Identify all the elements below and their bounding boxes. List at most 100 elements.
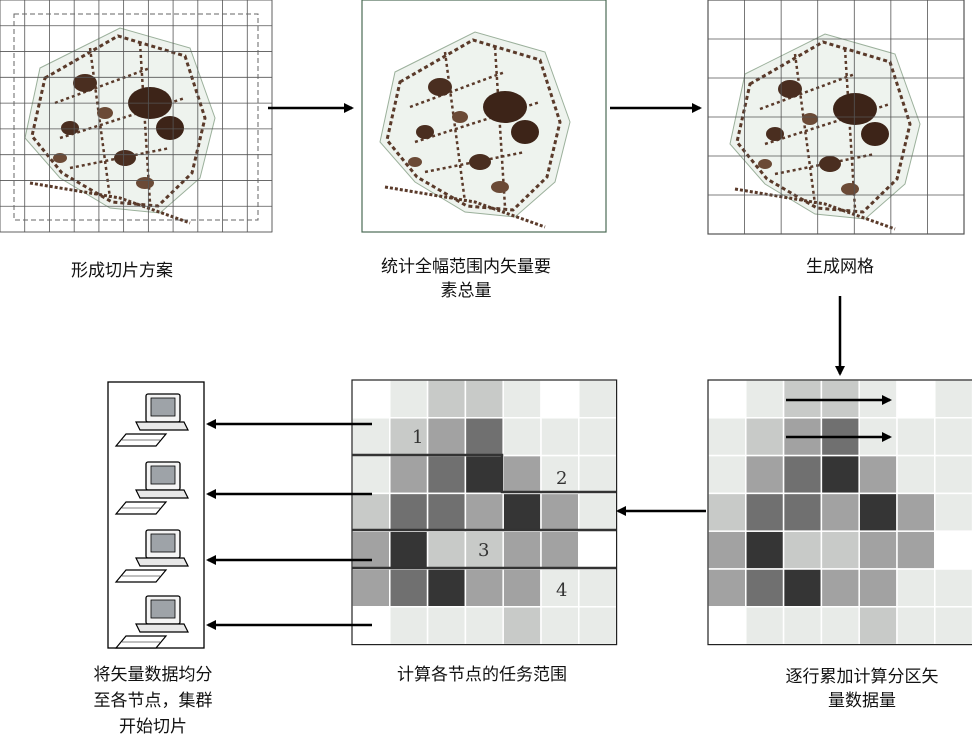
partition-heatmap-cell (540, 379, 580, 419)
accumulate-heatmap-cell (707, 417, 747, 457)
panel-generate-grid (707, 0, 965, 235)
accumulate-heatmap-cell (858, 492, 898, 532)
accumulate-heatmap-cell (896, 606, 936, 646)
partition-heatmap-cell (540, 530, 580, 570)
accumulate-heatmap-cell (896, 492, 936, 532)
partition-heatmap-cell (540, 417, 580, 457)
computer-icon (114, 461, 189, 515)
accumulate-heatmap-cell (934, 454, 972, 495)
partition-heatmap-cell (578, 568, 618, 608)
accumulate-heatmap-cell (782, 568, 823, 608)
accumulate-heatmap-frame (707, 379, 972, 646)
partition-heatmap-cell (502, 530, 542, 570)
accumulate-heatmap-cell (707, 379, 747, 419)
accumulate-heatmap-cell (858, 454, 898, 495)
accumulate-heatmap-cell (820, 454, 860, 495)
computer-icon (114, 393, 189, 447)
caption-node-range: 计算各节点的任务范围 (397, 665, 567, 685)
partition-label-1: 1 (412, 427, 423, 448)
partition-heatmap-cell (464, 568, 504, 608)
caption-count-line1: 统计全幅范围内矢量要 (381, 257, 551, 277)
accumulate-heatmap-cell (745, 568, 785, 608)
partition-heatmap-cell (351, 568, 391, 608)
partition-heatmap-cell (389, 454, 429, 495)
heatmap-partition (351, 379, 618, 646)
tiling-extent-dashed (13, 13, 259, 221)
caption-distribute-line1: 将矢量数据均分 (94, 665, 213, 685)
partition-heatmap-cell (578, 492, 618, 532)
accumulate-heatmap-cell (745, 454, 785, 495)
panel-count-features (361, 0, 607, 233)
accumulate-heatmap-cell (745, 417, 785, 457)
partition-heatmap-cell (578, 606, 618, 646)
partition-heatmap-cell (502, 417, 542, 457)
caption-distribute-line3: 开始切片 (119, 717, 187, 737)
partition-heatmap-cell (578, 417, 618, 457)
accumulate-heatmap-cell (745, 530, 785, 570)
partition-heatmap-cell (426, 417, 467, 457)
partition-heatmap-cell (464, 417, 504, 457)
partition-heatmap-cell (389, 606, 429, 646)
partition-heatmap-cell (351, 492, 391, 532)
partition-heatmap-cell (502, 568, 542, 608)
accumulate-heatmap-cell (782, 454, 823, 495)
accumulate-heatmap-cell (820, 568, 860, 608)
partition-heatmap-cell (389, 492, 429, 532)
accumulate-heatmap-cell (934, 606, 972, 646)
accumulate-heatmap-cell (858, 568, 898, 608)
accumulate-heatmap-cell (745, 492, 785, 532)
accumulate-heatmap-cell (820, 530, 860, 570)
partition-heatmap-cell (351, 454, 391, 495)
computer-icon (114, 595, 189, 649)
partition-heatmap-cell (464, 606, 504, 646)
accumulate-heatmap-cell (707, 530, 747, 570)
accumulate-heatmap-cell (707, 492, 747, 532)
partition-heatmap-cell (351, 530, 391, 570)
partition-heatmap-cell (464, 454, 504, 495)
accumulate-heatmap-cell (934, 492, 972, 532)
partition-label-3: 3 (478, 540, 489, 561)
partition-heatmap-cell (578, 530, 618, 570)
accumulate-heatmap-cell (820, 492, 860, 532)
partition-heatmap-cell (502, 454, 542, 495)
accumulate-heatmap-cell (782, 530, 823, 570)
partition-label-2: 2 (556, 468, 567, 489)
partition-heatmap-cell (389, 530, 429, 570)
accumulate-heatmap-cell (745, 379, 785, 419)
accumulate-heatmap-cell (707, 454, 747, 495)
generated-grid (707, 0, 965, 235)
cluster-computers (114, 393, 189, 649)
caption-accumulate-line2: 量数据量 (828, 691, 896, 711)
computer-icon (114, 529, 189, 583)
partition-heatmap-cell (389, 379, 429, 419)
accumulate-heatmap-cell (934, 530, 972, 570)
partition-heatmap-cell (502, 492, 542, 532)
accumulate-heatmap-cell (820, 606, 860, 646)
accumulate-heatmap-cell (896, 417, 936, 457)
partition-heatmap-cell (502, 379, 542, 419)
accumulate-heatmap-cell (858, 606, 898, 646)
caption-distribute-line2: 至各节点，集群 (94, 691, 213, 711)
partition-heatmap-cell (464, 379, 504, 419)
accumulate-heatmap-cell (858, 530, 898, 570)
partition-heatmap-cell (426, 379, 467, 419)
partition-label-4: 4 (556, 580, 567, 601)
heatmap-accumulate (707, 379, 972, 646)
accumulate-heatmap-cell (896, 530, 936, 570)
partition-heatmap-cell (426, 606, 467, 646)
partition-heatmap-cell (426, 492, 467, 532)
caption-count-line2: 素总量 (441, 281, 492, 301)
partition-heatmap-cell (464, 492, 504, 532)
partition-heatmap-cell (540, 492, 580, 532)
accumulate-heatmap-cell (934, 379, 972, 419)
partition-heatmap-cell (351, 379, 391, 419)
accumulate-heatmap-cell (896, 454, 936, 495)
partition-heatmap-cell (426, 568, 467, 608)
accumulate-heatmap-cell (782, 492, 823, 532)
partition-heatmap-cell (578, 454, 618, 495)
accumulate-heatmap-cell (707, 568, 747, 608)
accumulate-heatmap-cell (934, 417, 972, 457)
accumulate-heatmap-cell (707, 606, 747, 646)
panel-tiling-plan (0, 0, 273, 233)
